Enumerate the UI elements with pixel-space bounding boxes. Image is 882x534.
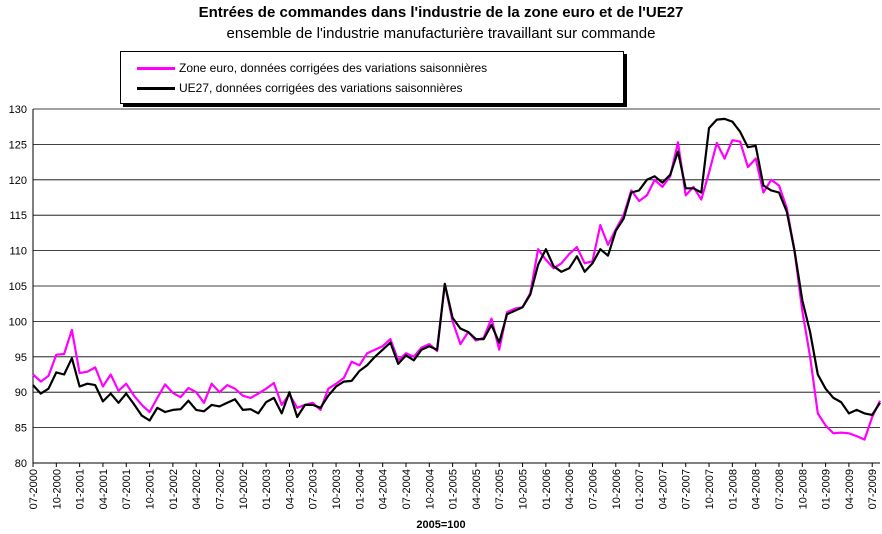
x-tick-label-04-2007: 04-2007 xyxy=(657,469,669,509)
x-tick-label-10-2008: 10-2008 xyxy=(797,469,809,509)
x-tick-label-10-2004: 10-2004 xyxy=(424,469,436,509)
x-tick-label-01-2007: 01-2007 xyxy=(634,469,646,509)
x-tick-label-01-2002: 01-2002 xyxy=(168,469,180,509)
x-tick-label-07-2004: 07-2004 xyxy=(401,469,413,509)
x-tick-label-10-2006: 10-2006 xyxy=(611,469,623,509)
x-tick-label-07-2002: 07-2002 xyxy=(214,469,226,509)
x-tick-label-01-2009: 01-2009 xyxy=(821,469,833,509)
y-tick-label-130: 130 xyxy=(9,104,27,116)
x-tick-label-10-2000: 10-2000 xyxy=(51,469,63,509)
x-tick-label-07-2003: 07-2003 xyxy=(308,469,320,509)
x-tick-label-01-2008: 01-2008 xyxy=(727,469,739,509)
legend-item-ue27: UE27, données corrigées des variations s… xyxy=(137,80,463,96)
legend-swatch-ue27 xyxy=(137,86,175,90)
x-tick-label-07-2000: 07-2000 xyxy=(28,469,40,509)
x-tick-label-10-2003: 10-2003 xyxy=(331,469,343,509)
x-tick-label-04-2004: 04-2004 xyxy=(378,469,390,509)
series-line-ue27 xyxy=(32,117,881,422)
x-tick-label-01-2004: 01-2004 xyxy=(354,469,366,509)
x-axis-label: 2005=100 xyxy=(416,519,466,531)
y-tick-label-105: 105 xyxy=(9,281,27,293)
x-tick-label-04-2003: 04-2003 xyxy=(284,469,296,509)
y-tick-label-120: 120 xyxy=(9,175,27,187)
chart-subtitle: ensemble de l'industrie manufacturière t… xyxy=(226,25,656,42)
x-tick-label-07-2007: 07-2007 xyxy=(681,469,693,509)
legend-swatch-zone-euro xyxy=(137,66,175,70)
y-tick-label-110: 110 xyxy=(9,246,27,258)
y-tick-label-100: 100 xyxy=(9,316,27,328)
x-tick-label-04-2006: 04-2006 xyxy=(564,469,576,509)
chart-title: Entrées de commandes dans l'industrie de… xyxy=(198,4,684,21)
series-line-zone-euro xyxy=(32,139,881,441)
x-tick-label-01-2006: 01-2006 xyxy=(541,469,553,509)
x-tick-label-04-2002: 04-2002 xyxy=(191,469,203,509)
y-tick-label-80: 80 xyxy=(15,458,27,470)
x-tick-label-10-2005: 10-2005 xyxy=(518,469,530,509)
x-tick-label-07-2009: 07-2009 xyxy=(867,469,879,509)
legend-label-zone-euro: Zone euro, données corrigées des variati… xyxy=(179,61,488,75)
y-tick-label-125: 125 xyxy=(9,139,27,151)
x-tick-label-07-2008: 07-2008 xyxy=(774,469,786,509)
x-tick-label-04-2005: 04-2005 xyxy=(471,469,483,509)
legend-label-ue27: UE27, données corrigées des variations s… xyxy=(179,81,463,95)
x-tick-label-07-2005: 07-2005 xyxy=(494,469,506,509)
x-tick-label-01-2003: 01-2003 xyxy=(261,469,273,509)
x-tick-label-04-2001: 04-2001 xyxy=(98,469,110,509)
x-tick-label-04-2008: 04-2008 xyxy=(751,469,763,509)
legend-item-zone-euro: Zone euro, données corrigées des variati… xyxy=(137,60,487,76)
x-tick-label-07-2001: 07-2001 xyxy=(121,469,133,509)
y-tick-label-90: 90 xyxy=(15,387,27,399)
x-tick-label-01-2001: 01-2001 xyxy=(75,469,87,509)
x-tick-label-04-2009: 04-2009 xyxy=(844,469,856,509)
legend: Zone euro, données corrigées des variati… xyxy=(120,51,624,104)
y-tick-label-115: 115 xyxy=(9,210,27,222)
x-tick-label-01-2005: 01-2005 xyxy=(448,469,460,509)
y-tick-label-85: 85 xyxy=(15,423,27,435)
x-tick-label-10-2002: 10-2002 xyxy=(238,469,250,509)
x-tick-label-07-2006: 07-2006 xyxy=(587,469,599,509)
y-tick-label-95: 95 xyxy=(15,352,27,364)
x-tick-label-10-2001: 10-2001 xyxy=(145,469,157,509)
x-tick-label-10-2007: 10-2007 xyxy=(704,469,716,509)
